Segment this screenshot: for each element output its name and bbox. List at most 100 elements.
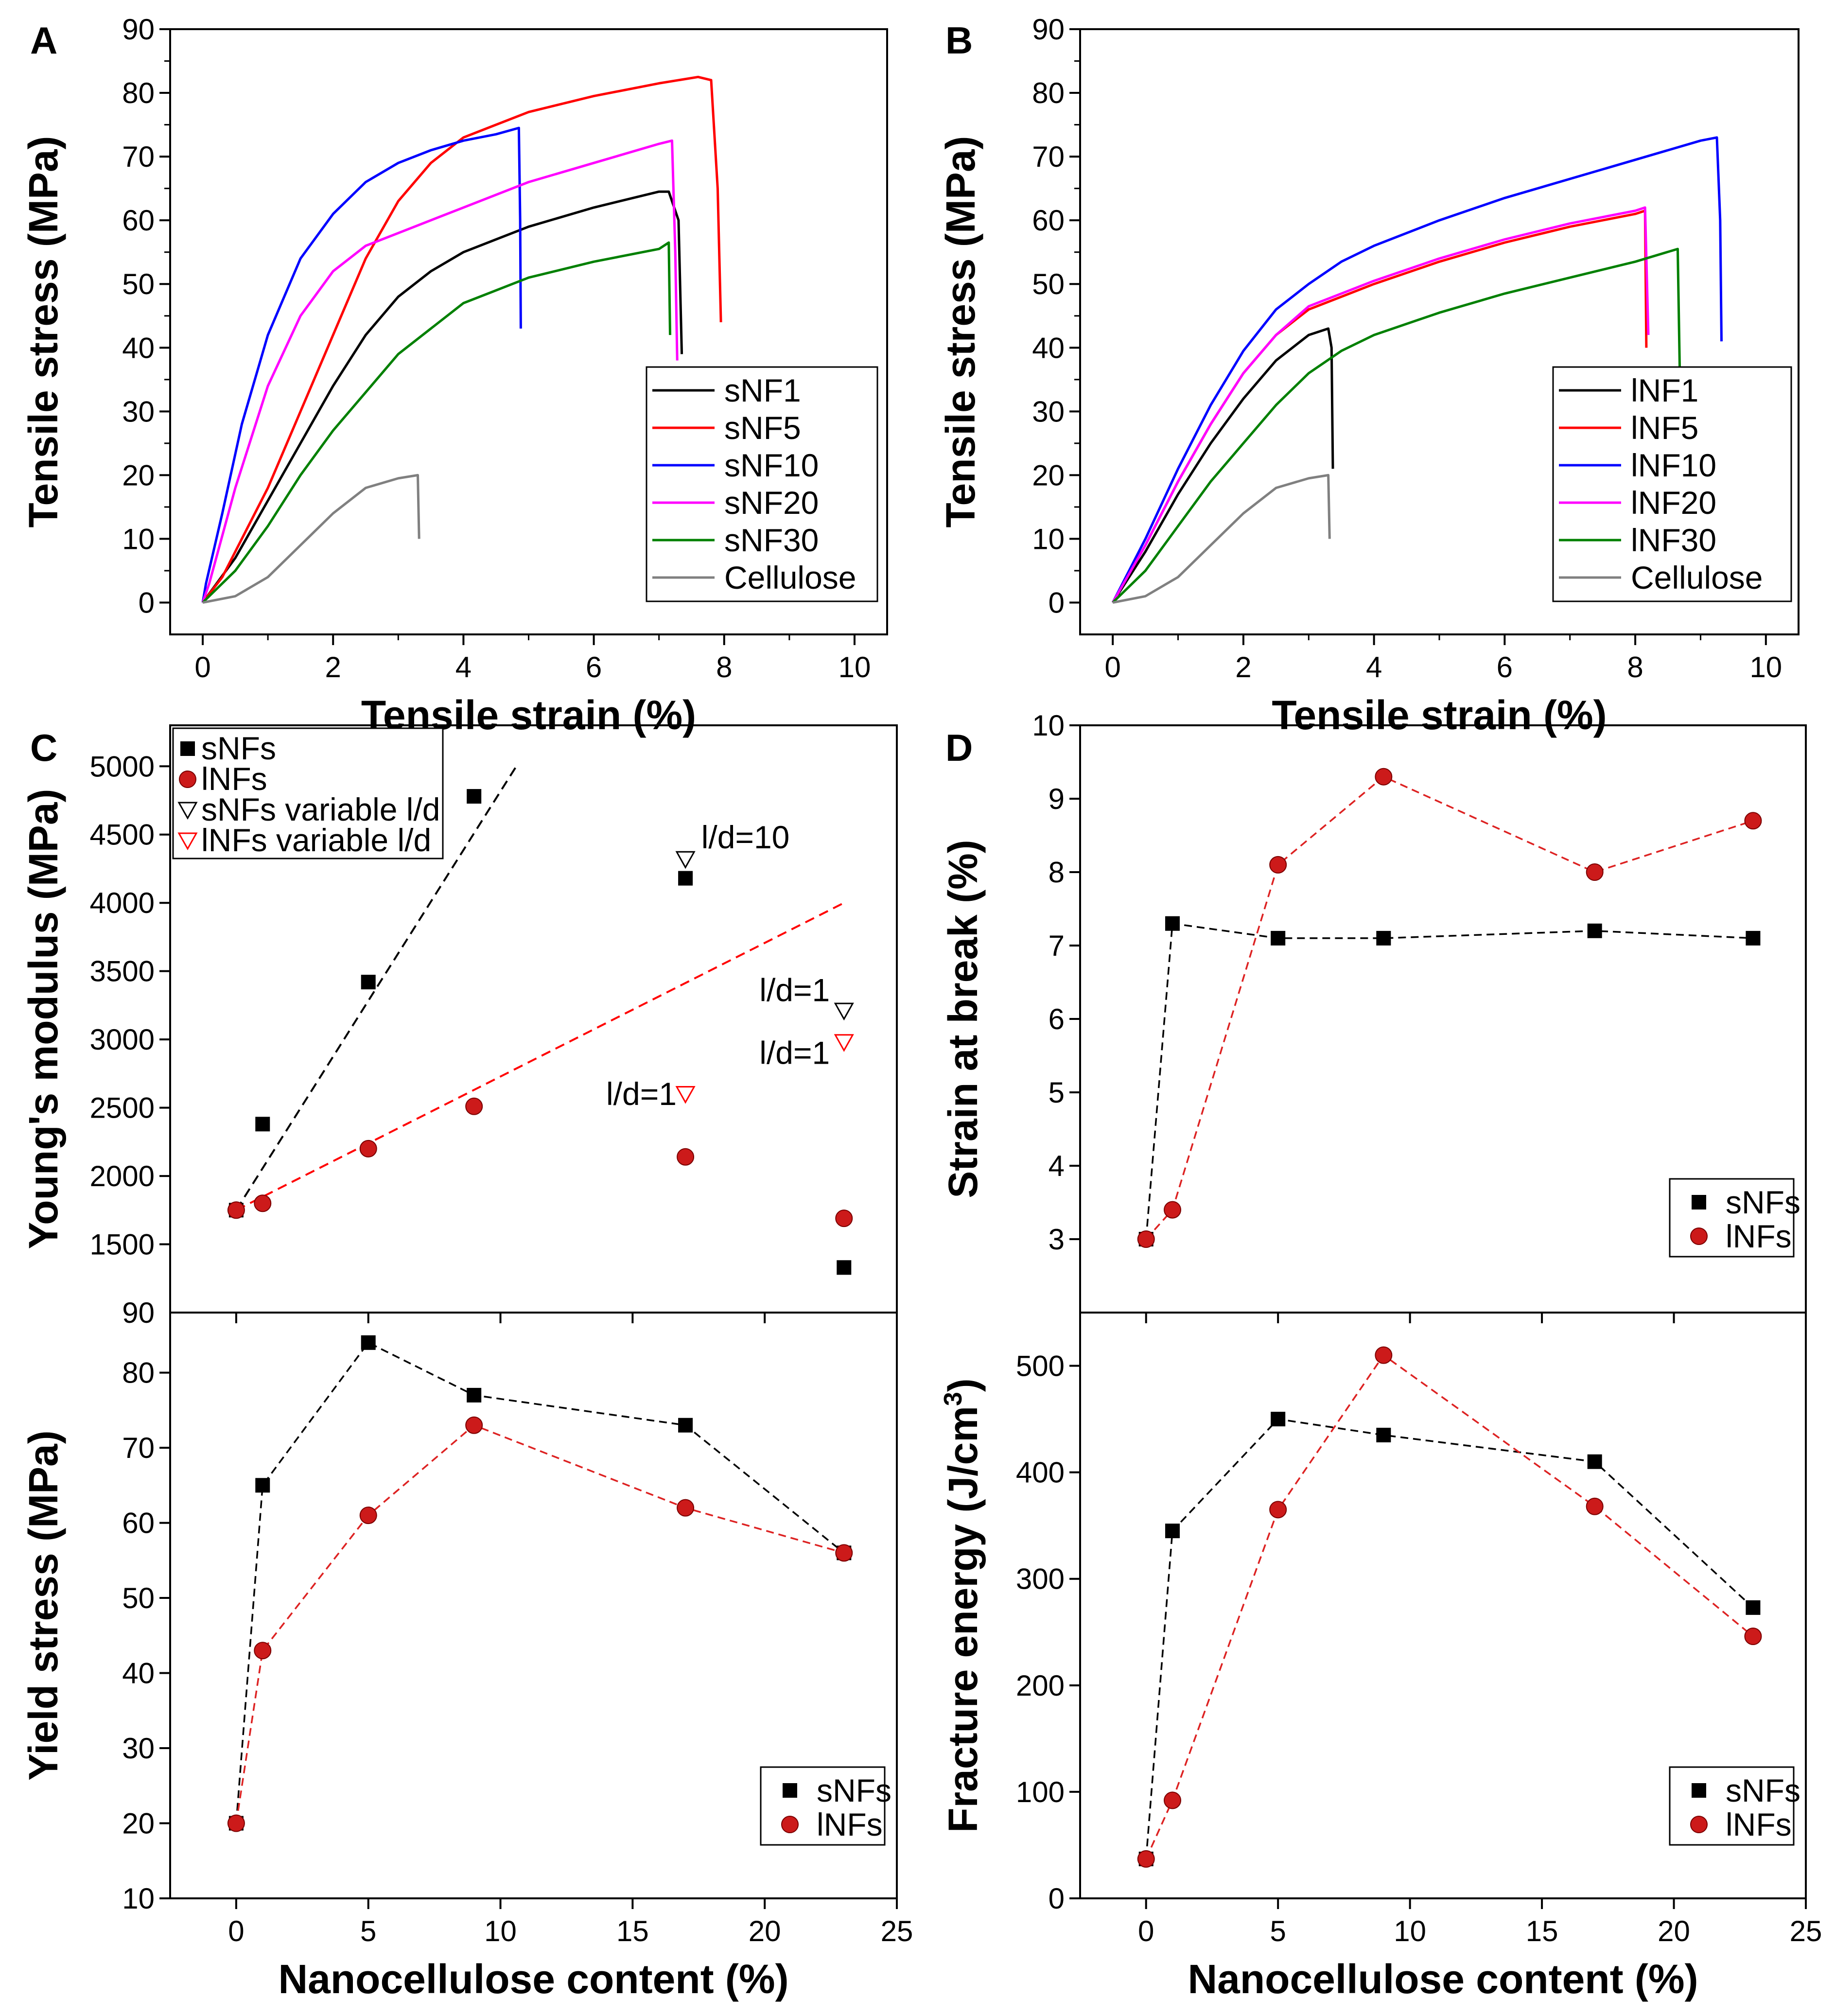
panel-b-x-axis-title: Tensile strain (%) [1272, 692, 1607, 738]
panel-d-top-panel-label: D [945, 726, 973, 769]
panel-d-top-legend-label: sNFs [1726, 1184, 1800, 1220]
panel-c-top-annotation: l/d=1 [759, 1035, 830, 1071]
panel-b-y-tick-label: 50 [1032, 268, 1065, 300]
panel-c-bottom-y-tick-label: 60 [122, 1507, 155, 1540]
panel-a-legend-label: sNF10 [724, 447, 819, 483]
panel-c-top-legend-box [172, 727, 444, 859]
panel-d-top-point [1376, 930, 1391, 946]
panel-b-y-tick-label: 70 [1032, 140, 1065, 173]
panel-a-x-tick-label: 4 [455, 651, 472, 684]
panel-a-x-tick-label: 2 [325, 651, 341, 684]
panel-a-panel-label: A [30, 19, 57, 62]
panel-b-y-tick-label: 40 [1032, 332, 1065, 364]
panel-c-top-point [677, 1148, 695, 1166]
panel-d-bottom-connector-lnfs [1145, 1354, 1754, 1859]
panel-c-bottom-connector-lnfs [235, 1424, 844, 1823]
panel-b-x-tick-label: 10 [1749, 651, 1782, 684]
panel-b-y-ticks: 0 10 20 30 40 50 60 70 80 90 [1032, 13, 1080, 619]
panel-a-y-ticks: 0 10 20 30 40 50 60 70 80 90 [122, 13, 170, 619]
panel-c-top-points-snfs-variable-l-d [675, 851, 854, 1021]
panel-d-top-x-ticks [1145, 1313, 1807, 1323]
panel-d-bottom-x-ticks: 0 5 10 15 20 25 [1138, 1898, 1822, 1947]
panel-c-top-y-tick-label: 2500 [90, 1092, 155, 1124]
panel-c-top-legend-label: sNFs variable l/d [201, 791, 440, 827]
panel-d-bottom-point [1164, 1791, 1182, 1809]
panel-b-panel-label: B [945, 19, 973, 62]
panel-d-bottom-point [1587, 1454, 1602, 1469]
panel-d-bottom-x-axis-title: Nanocellulose content (%) [1188, 1956, 1698, 2002]
panel-d-bottom-y-axis-title: Fracture energy (J/cm3) [939, 1378, 986, 1833]
panel-d-bottom-y-axis-title-main: Fracture energy (J/cm [940, 1406, 986, 1833]
panel-a-y-tick-label: 20 [122, 459, 155, 491]
panel-c-top-annotation: l/d=10 [701, 819, 790, 855]
panel-a-y-tick-label: 30 [122, 395, 155, 428]
panel-c-top-legend-label: lNFs variable l/d [201, 822, 431, 858]
panel-c-top-point [465, 1097, 483, 1115]
panel-d-top-point [1271, 930, 1286, 946]
panel-c-top-annotation: l/d=1 [606, 1076, 677, 1112]
panel-a-y-tick-label: 70 [122, 140, 155, 173]
panel-c-bottom-x-tick-label: 5 [360, 1915, 376, 1947]
panel-d-top-connector-lnfs [1145, 775, 1753, 1240]
panel-d-bottom-y-ticks: 0 100 200 300 400 500 [1016, 1350, 1080, 1915]
panel-c-top-y-axis-title: Young's modulus (MPa) [20, 789, 66, 1249]
panel-d-bottom-frame [1079, 1312, 1807, 1899]
panel-d-top-point [1269, 856, 1287, 874]
panel-d-top-legend-swatch [1690, 1227, 1708, 1245]
panel-c-bottom-legend-swatch [783, 1783, 797, 1798]
panel-d-top-points-snfs [1138, 916, 1761, 1246]
panel-a-y-axis-title-main: Tensile stress (MPa) [20, 136, 66, 527]
panel-a-y-tick-label: 50 [122, 268, 155, 300]
panel-c-bottom-y-axis-title: Yield stress (MPa) [20, 1430, 66, 1780]
panel-d-top-legend-label: lNFs [1726, 1218, 1792, 1254]
panel-a-legend-label: sNF1 [724, 372, 801, 408]
panel-c-bottom-y-axis-title-main: Yield stress (MPa) [20, 1430, 66, 1780]
panel-c-bottom-point [835, 1544, 853, 1562]
panel-a-series-snf5 [202, 75, 722, 604]
panel-a-y-tick-label: 0 [139, 586, 155, 619]
panel-d-bottom-connector-snfs [1145, 1418, 1754, 1859]
panel-c-bottom-legend-label: lNFs [817, 1806, 883, 1842]
panel-c-bottom-point [677, 1499, 695, 1517]
panel-c-bottom-legend-label: sNFs [817, 1772, 891, 1808]
panel-b-y-tick-label: 10 [1032, 523, 1065, 555]
panel-c-bottom-y-ticks: 10 20 30 40 50 60 70 80 [122, 1357, 170, 1915]
panel-d-top-y-tick-label: 10 [1032, 709, 1065, 742]
panel-c-top-point [359, 1139, 377, 1157]
panel-a-legend-label: sNF20 [724, 485, 819, 521]
panel-c-top-point [675, 1086, 696, 1104]
panel-a-series-snf1 [201, 190, 683, 603]
panel-b-x-tick-label: 2 [1235, 651, 1251, 684]
panel-d-bottom-point [1137, 1850, 1155, 1868]
panel-c-top-y-tick-label: 4000 [90, 887, 155, 919]
panel-c-top-point [361, 975, 376, 990]
panel-a-x-tick-label: 6 [586, 651, 602, 684]
panel-b-y-tick-label: 20 [1032, 459, 1065, 491]
panel-d-bottom-y-axis-title-sup: 3 [939, 1392, 967, 1406]
panel-d-bottom-legend-swatch [1692, 1783, 1706, 1798]
panel-c-bottom-y-tick-label: 70 [122, 1432, 155, 1464]
panel-d-top-point [1165, 916, 1180, 931]
panel-a-series-snf30 [202, 241, 671, 604]
panel-d-bottom-legend-label: lNFs [1726, 1806, 1792, 1842]
panel-c-bottom-x-axis-title: Nanocellulose content (%) [278, 1956, 788, 2002]
panel-d-top-legend-box [1669, 1178, 1795, 1258]
panel-b-x-tick-label: 8 [1627, 651, 1643, 684]
panel-d-bottom-x-tick-label: 10 [1394, 1915, 1426, 1947]
panel-d-bottom-legend-swatch [1690, 1816, 1708, 1833]
panel-d-bottom-legend-label: sNFs [1726, 1772, 1800, 1808]
panel-d-top-y-tick-label: 8 [1049, 856, 1065, 889]
panel-d-top-y-tick-label: 9 [1049, 783, 1065, 815]
panel-d-top-y-tick-label: 4 [1049, 1150, 1065, 1182]
panel-a-x-ticks: 0 2 4 6 8 10 [194, 634, 871, 684]
panel-c-top-fit-line [236, 902, 845, 1211]
panel-c-top-panel-label: C [30, 726, 57, 769]
panel-b-series-cellulose [1112, 473, 1331, 604]
panel-d-bottom-y-tick-label: 100 [1016, 1776, 1065, 1808]
panel-d-top-points-lnfs [1137, 768, 1762, 1248]
panel-a-y-tick-label: 10 [122, 523, 155, 555]
